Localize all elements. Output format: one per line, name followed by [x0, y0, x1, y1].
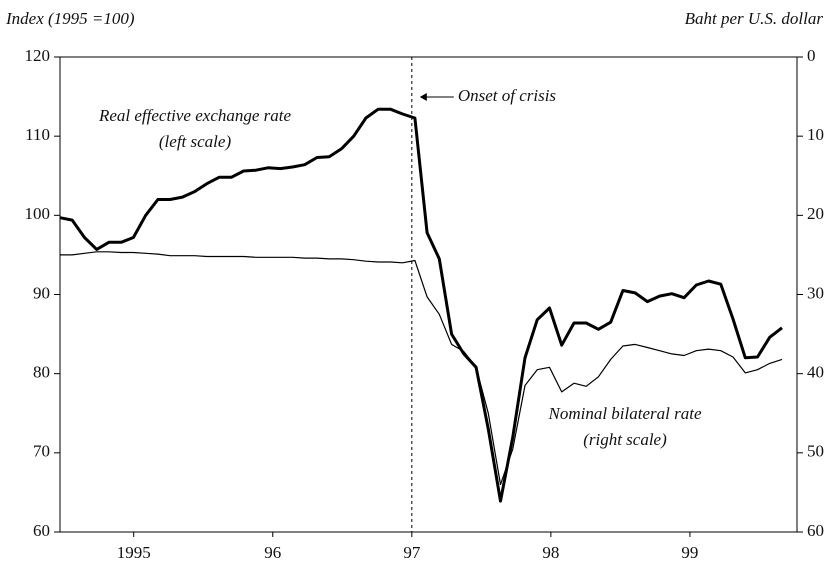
- series-label: Real effective exchange rate: [98, 106, 292, 125]
- series-label-note: (left scale): [159, 132, 232, 151]
- y-tick-label: 120: [25, 46, 51, 65]
- series-label-note: (right scale): [583, 430, 667, 449]
- y-tick-label: 60: [33, 521, 50, 540]
- y-tick-label: 100: [25, 204, 51, 223]
- series-line: [60, 251, 783, 486]
- y2-tick-label: 40: [807, 363, 824, 382]
- y2-tick-label: 50: [807, 442, 824, 461]
- y2-axis-label: Baht per U.S. dollar: [685, 9, 824, 28]
- y2-tick-label: 10: [807, 125, 824, 144]
- x-tick-label: 96: [264, 543, 281, 562]
- y-tick-label: 80: [33, 363, 50, 382]
- x-tick-label: 1995: [117, 543, 151, 562]
- y2-tick-label: 30: [807, 283, 824, 302]
- x-tick-label: 98: [542, 543, 559, 562]
- y2-tick-label: 60: [807, 521, 824, 540]
- y2-tick-label: 20: [807, 204, 824, 223]
- y-tick-label: 110: [25, 125, 50, 144]
- y-axis-label: Index (1995 =100): [5, 9, 135, 28]
- annotation-arrowhead: [419, 93, 427, 101]
- series-label: Nominal bilateral rate: [548, 404, 702, 423]
- y2-tick-label: 0: [807, 46, 816, 65]
- y-tick-label: 70: [33, 442, 50, 461]
- series-line: [59, 107, 783, 503]
- annotation-text: Onset of crisis: [458, 86, 557, 105]
- x-tick-label: 99: [681, 543, 698, 562]
- y-tick-label: 90: [33, 283, 50, 302]
- x-tick-label: 97: [403, 543, 421, 562]
